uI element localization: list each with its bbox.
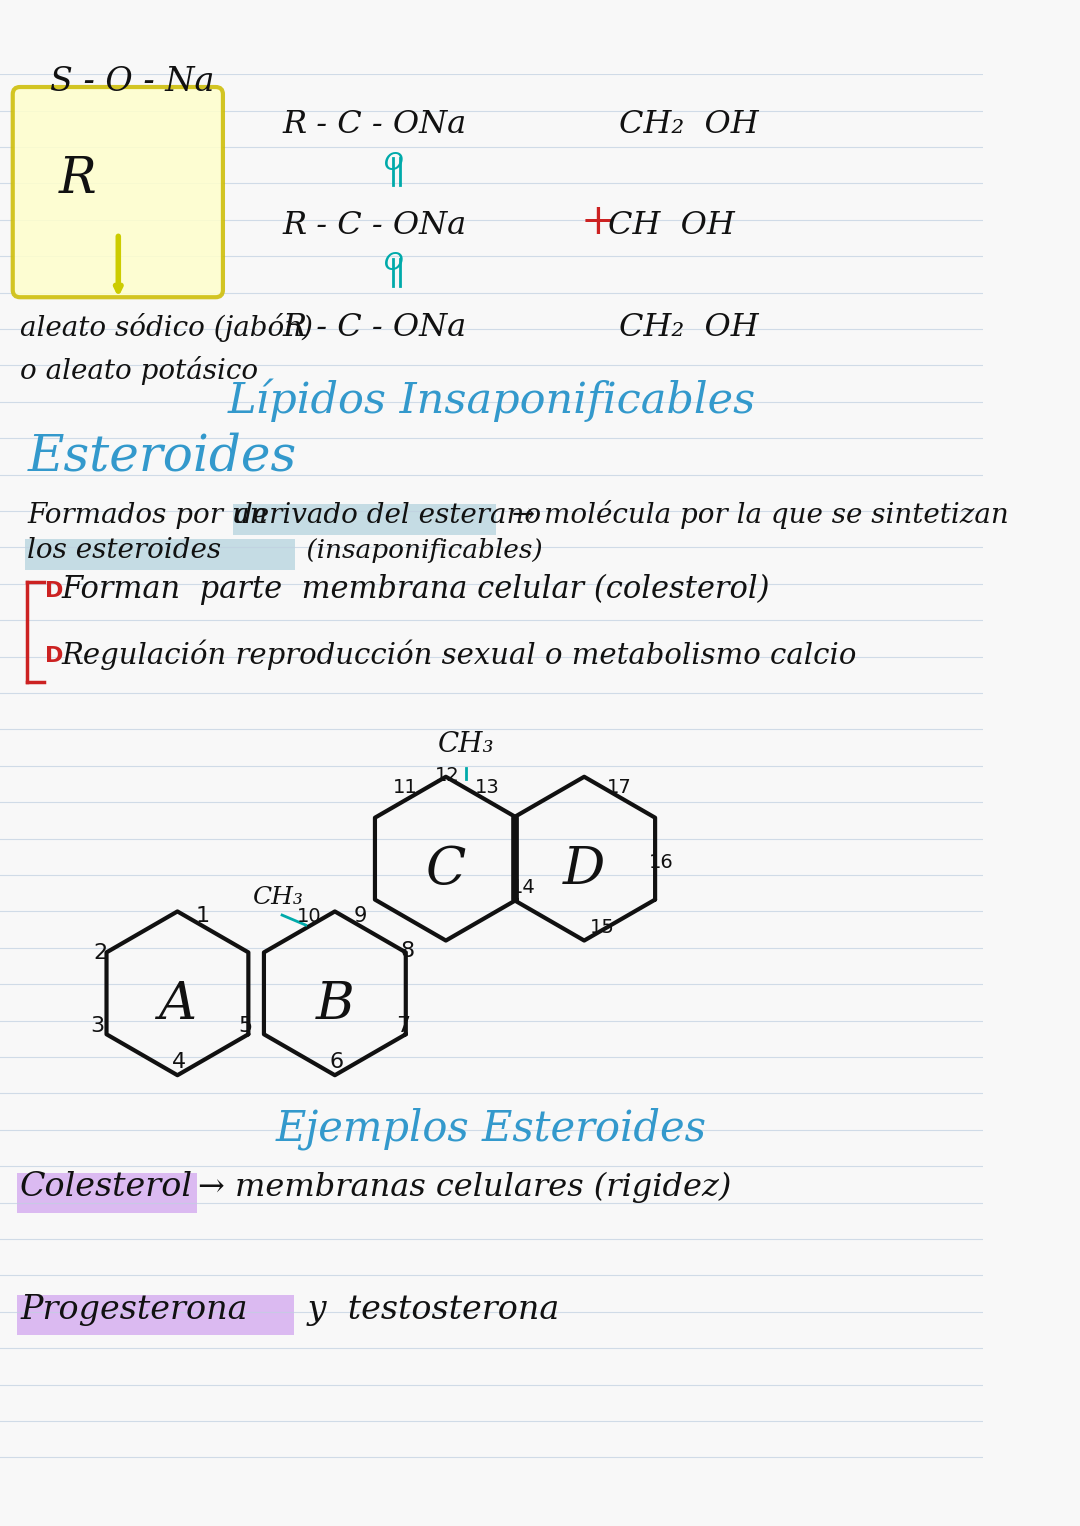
Text: 10: 10 [297,908,322,926]
FancyBboxPatch shape [233,504,496,534]
Text: CH  OH: CH OH [608,209,734,241]
Text: CH₃: CH₃ [437,731,495,758]
Text: CH₃: CH₃ [252,887,303,909]
Text: +: + [581,200,616,243]
Text: 3: 3 [91,1015,105,1036]
Text: B: B [315,978,354,1030]
Text: A: A [159,978,197,1030]
Text: 6: 6 [329,1051,343,1071]
Text: 1: 1 [195,906,210,926]
FancyBboxPatch shape [17,1172,198,1213]
Text: Progesterona: Progesterona [21,1294,247,1326]
Text: Forman  parte  membrana celular (colesterol): Forman parte membrana celular (colestero… [62,574,770,606]
Text: Esteroides: Esteroides [27,432,296,481]
Text: Ejemplos Esteroides: Ejemplos Esteroides [275,1108,707,1151]
Text: Formados por un: Formados por un [27,502,276,530]
Text: 7: 7 [396,1015,410,1036]
Text: 14: 14 [511,879,536,897]
Text: 15: 15 [590,919,615,937]
Text: los esteroides: los esteroides [27,537,221,565]
Text: 11: 11 [392,778,417,797]
FancyBboxPatch shape [26,539,295,571]
Text: O: O [384,250,404,275]
Text: 13: 13 [474,778,499,797]
Text: C: C [426,844,467,896]
Text: y  testosterona: y testosterona [297,1294,558,1326]
Text: D: D [45,645,64,667]
Text: Lípidos Insaponificables: Lípidos Insaponificables [227,378,756,421]
Text: 5: 5 [239,1015,253,1036]
Text: 8: 8 [401,942,415,961]
Text: 17: 17 [606,778,631,797]
Text: O: O [384,151,404,175]
Text: derivado del esterano: derivado del esterano [234,502,541,530]
Text: R - C - ONa: R - C - ONa [282,110,467,140]
Text: D: D [563,844,605,896]
Text: R - C - ONa: R - C - ONa [282,209,467,241]
Text: 16: 16 [649,853,674,871]
Text: 2: 2 [93,943,107,963]
Text: 12: 12 [435,766,460,786]
Text: → membranas celulares (rigidez): → membranas celulares (rigidez) [199,1172,732,1202]
FancyBboxPatch shape [13,87,222,298]
Text: CH₂  OH: CH₂ OH [619,313,758,343]
Text: Regulación reproducción sexual o metabolismo calcio: Regulación reproducción sexual o metabol… [62,639,858,670]
Text: R - C - ONa: R - C - ONa [282,313,467,343]
Text: S - O - Na: S - O - Na [50,66,215,98]
Text: CH₂  OH: CH₂ OH [619,110,758,140]
Text: (insaponificables): (insaponificables) [298,539,543,563]
Text: D: D [45,580,64,601]
FancyBboxPatch shape [17,1296,294,1335]
Text: → molécula por la que se sintetizan: → molécula por la que se sintetizan [503,501,1009,530]
Text: 4: 4 [172,1051,187,1071]
Text: aleato sódico (jabón): aleato sódico (jabón) [21,313,313,342]
Text: Colesterol: Colesterol [21,1172,193,1202]
Text: o aleato potásico: o aleato potásico [21,356,258,385]
Text: 9: 9 [353,906,367,926]
Text: R: R [59,154,97,203]
